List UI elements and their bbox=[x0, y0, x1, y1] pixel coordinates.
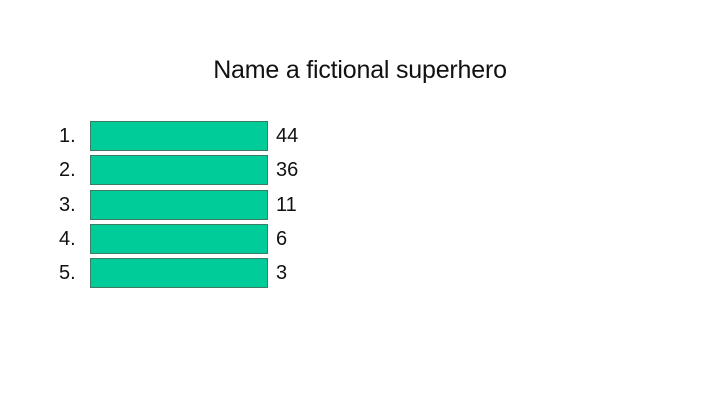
answer-score: 44 bbox=[276, 125, 299, 147]
answer-score: 6 bbox=[276, 228, 288, 250]
hidden-answer-board[interactable] bbox=[90, 224, 268, 254]
answer-score: 3 bbox=[276, 262, 288, 284]
answer-rank: 1. bbox=[59, 125, 76, 147]
answer-row-2: 2. 36 bbox=[0, 155, 720, 185]
answer-score: 11 bbox=[276, 194, 297, 216]
answer-rank: 5. bbox=[59, 262, 76, 284]
answer-row-1: 1. 44 bbox=[0, 121, 720, 151]
answer-row-3: 3. 11 bbox=[0, 190, 720, 220]
question-title: Name a fictional superhero bbox=[213, 56, 507, 84]
answer-rank: 3. bbox=[59, 194, 76, 216]
hidden-answer-board[interactable] bbox=[90, 258, 268, 288]
answer-row-4: 4. 6 bbox=[0, 224, 720, 254]
hidden-answer-board[interactable] bbox=[90, 190, 268, 220]
answer-score: 36 bbox=[276, 159, 299, 181]
answer-rank: 4. bbox=[59, 228, 76, 250]
answer-row-5: 5. 3 bbox=[0, 258, 720, 288]
answer-rank: 2. bbox=[59, 159, 76, 181]
hidden-answer-board[interactable] bbox=[90, 121, 268, 151]
hidden-answer-board[interactable] bbox=[90, 155, 268, 185]
